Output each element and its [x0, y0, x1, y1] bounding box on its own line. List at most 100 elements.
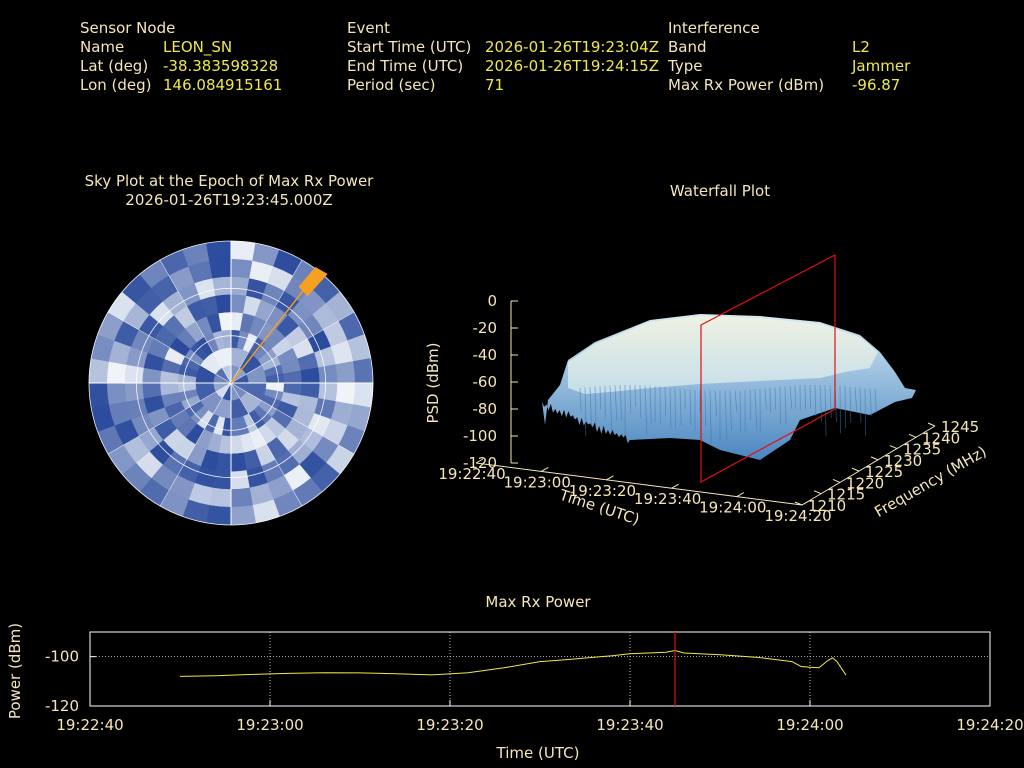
waterfall-z-tick-label: 0	[487, 292, 497, 310]
sky-plot-subtitle: 2026-01-26T19:23:45.000Z	[125, 191, 332, 209]
waterfall-surface-top	[568, 316, 878, 394]
interference-power-value: -96.87	[852, 76, 901, 94]
waterfall-y-tick	[889, 445, 898, 450]
event-period-value: 71	[485, 76, 505, 94]
waterfall-spike	[629, 385, 632, 414]
waterfall-x-tick	[671, 483, 679, 489]
event-end-label: End Time (UTC)	[347, 57, 464, 75]
waterfall-spike	[774, 387, 777, 410]
waterfall-x-tick	[475, 458, 484, 464]
sensor-name-value: LEON_SN	[163, 38, 233, 56]
waterfall-spike	[644, 385, 648, 435]
max-power-ylabel: Power (dBm)	[6, 623, 24, 719]
waterfall-spike	[794, 385, 797, 409]
waterfall-spike	[804, 385, 807, 410]
waterfall-surface	[542, 314, 916, 460]
waterfall-spike	[734, 390, 738, 412]
max-power-series	[179, 649, 847, 677]
waterfall-spike	[874, 389, 877, 413]
waterfall-spike	[649, 385, 652, 425]
sensor-lat-value: -38.383598328	[163, 57, 279, 75]
waterfall-spike	[814, 384, 817, 416]
waterfall-spike	[729, 390, 732, 431]
sky-azimuth-spoke	[107, 382, 232, 455]
jammer-hotspot	[298, 266, 328, 297]
interference-power-label: Max Rx Power (dBm)	[668, 76, 825, 94]
waterfall-z-tick-label: -80	[473, 400, 498, 418]
waterfall-frequency-axis	[801, 425, 936, 506]
max-power-x-tick-label: 19:23:20	[416, 716, 483, 734]
waterfall-spike	[844, 386, 846, 428]
jammer-direction-line	[230, 280, 312, 384]
waterfall-x-tick	[606, 475, 614, 481]
sensor-lon-value: 146.084915161	[163, 76, 283, 94]
max-power-line	[179, 649, 847, 677]
waterfall-y-tick	[832, 478, 841, 483]
waterfall-z-tick-label: -100	[463, 427, 497, 445]
waterfall-y-tick-label: 1220	[846, 474, 884, 492]
waterfall-spike	[859, 387, 862, 423]
event-end-value: 2026-01-26T19:24:15Z	[485, 57, 659, 75]
waterfall-x-tick-label: 19:24:00	[699, 499, 766, 517]
waterfall-x-tick-label: 19:23:00	[504, 473, 571, 491]
waterfall-spike	[714, 390, 718, 417]
waterfall-y-tick-label: 1225	[865, 463, 903, 481]
max-power-grid	[90, 632, 990, 706]
waterfall-y-tick-label: 1245	[941, 418, 979, 436]
waterfall-spike	[669, 387, 672, 428]
waterfall-spike	[854, 387, 858, 412]
waterfall-spike	[664, 387, 667, 416]
waterfall-spike	[839, 385, 841, 434]
waterfall-y-tick	[794, 501, 803, 506]
waterfall-spike	[594, 386, 597, 428]
interference-title: Interference	[668, 19, 760, 37]
waterfall-y-tick	[927, 422, 936, 427]
waterfall-y-tick	[813, 490, 822, 495]
waterfall-y-tick-label: 1230	[884, 452, 922, 470]
waterfall-x-tick	[736, 492, 745, 498]
waterfall-spike	[639, 385, 642, 418]
sensor-lon-label: Lon (deg)	[80, 76, 152, 94]
max-power-xlabel: Time (UTC)	[496, 744, 580, 762]
waterfall-y-tick-label: 1215	[827, 486, 865, 504]
sky-azimuth-spoke	[230, 259, 303, 384]
max-power-x-tick-label: 19:23:40	[596, 716, 663, 734]
max-power-x-tick-label: 19:24:20	[956, 716, 1023, 734]
waterfall-spike	[599, 386, 602, 410]
jammer-direction-marker	[230, 266, 328, 384]
interference-type-value: Jammer	[852, 57, 911, 75]
max-power-ticks: 19:22:40 19:23:00 19:23:20 19:23:40 19:24:00…	[45, 648, 1024, 734]
waterfall-spike	[704, 390, 707, 426]
waterfall-x-tick-label: 19:22:40	[438, 465, 505, 483]
event-start-label: Start Time (UTC)	[347, 38, 472, 56]
waterfall-y-tick-label: 1235	[903, 441, 941, 459]
waterfall-spike	[764, 388, 767, 409]
sky-azimuth-spoke	[159, 382, 232, 507]
waterfall-spike	[829, 385, 832, 418]
waterfall-x-tick-label: 19:24:20	[764, 507, 831, 525]
sensor-lat-label: Lat (deg)	[80, 57, 149, 75]
max-power-frame	[89, 631, 991, 707]
waterfall-x-tick	[801, 500, 810, 506]
max-power-title: Max Rx Power	[485, 593, 591, 611]
waterfall-spike	[739, 390, 742, 432]
waterfall-x-tick-label: 19:23:40	[634, 490, 701, 508]
waterfall-spike	[789, 385, 793, 410]
sky-azimuth-spoke	[230, 311, 355, 384]
waterfall-y-tick	[851, 467, 860, 472]
event-period-label: Period (sec)	[347, 76, 436, 94]
waterfall-spike	[849, 386, 852, 423]
max-power-x-tick-label: 19:24:00	[776, 716, 843, 734]
waterfall-spike	[809, 385, 812, 409]
waterfall-tick-labels: 0-20-40-60-80-100-12019:22:4019:23:0019:…	[438, 292, 979, 525]
waterfall-spike	[709, 390, 712, 445]
interference-band-value: L2	[852, 38, 870, 56]
waterfall-z-tick-label: -60	[473, 373, 498, 391]
waterfall-spike	[819, 385, 823, 422]
sky-azimuth-spoke	[230, 382, 355, 455]
waterfall-y-tick	[908, 433, 917, 438]
waterfall-epoch-plane	[700, 254, 836, 484]
sensor-title: Sensor Node	[80, 19, 176, 37]
